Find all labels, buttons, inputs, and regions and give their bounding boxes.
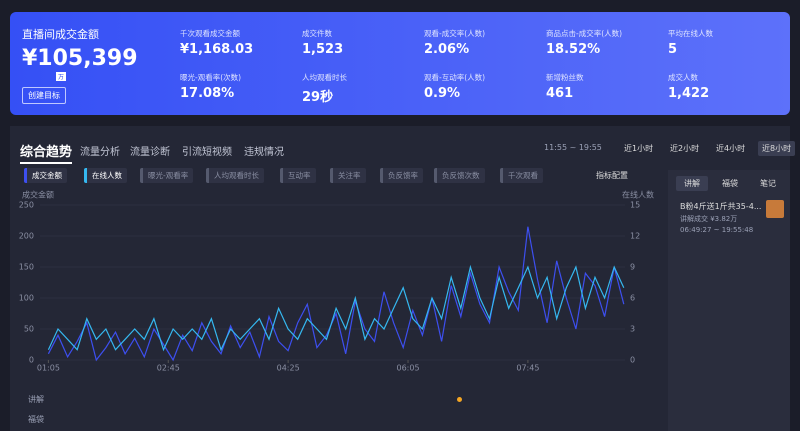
side-tab[interactable]: 讲解 — [676, 176, 708, 191]
metric-value: 18.52% — [546, 42, 601, 57]
y-tick-label: 100 — [19, 294, 34, 303]
metric-label: 观看-成交率(人数) — [424, 29, 486, 38]
item-time: 06:49:27 ~ 19:55:48 — [680, 226, 754, 234]
metric-chip[interactable]: 人均观看时长 — [206, 168, 264, 183]
y2-axis-label: 在线人数 — [622, 190, 654, 200]
tab[interactable]: 流量分析 — [80, 147, 120, 158]
metric-value: 2.06% — [424, 42, 470, 57]
metric-value: ¥1,168.03 — [180, 42, 254, 57]
y2-tick-label: 12 — [630, 232, 640, 241]
x-tick-label: 01:05 — [37, 364, 60, 373]
tab[interactable]: 引流短视频 — [182, 147, 232, 158]
y2-tick-label: 3 — [630, 325, 635, 334]
metric-chip[interactable]: 负反馈次数 — [434, 168, 485, 183]
item-sub: 讲解成交 ¥3.82万 — [680, 215, 738, 223]
metric-label: 新增粉丝数 — [546, 73, 584, 82]
metric-value: 1,523 — [302, 42, 344, 57]
y-tick-label: 250 — [19, 201, 34, 210]
range-button[interactable]: 近2小时 — [670, 144, 700, 153]
side-tab[interactable]: 福袋 — [722, 179, 738, 188]
y-tick-label: 0 — [29, 356, 34, 365]
y-tick-label: 50 — [24, 325, 34, 334]
item-title[interactable]: B粉4斤送1斤共35-4... — [680, 202, 762, 211]
card-title: 直播间成交金额 — [22, 28, 99, 41]
product-thumb — [766, 200, 784, 218]
amount: ¥105,399 — [22, 46, 138, 71]
y2-tick-label: 6 — [630, 294, 635, 303]
metric-value: 17.08% — [180, 86, 235, 101]
metric-label: 平均在线人数 — [668, 29, 713, 38]
metric-chip[interactable]: 负反馈率 — [380, 168, 423, 183]
metric-value: 0.9% — [424, 86, 461, 101]
metric-label: 成交人数 — [668, 73, 698, 82]
range-button[interactable]: 近1小时 — [624, 144, 654, 153]
tab[interactable]: 流量诊断 — [130, 147, 170, 158]
metric-label: 商品点击-成交率(人数) — [546, 29, 623, 38]
series-line — [47, 264, 625, 352]
y2-tick-label: 0 — [630, 356, 635, 365]
metric-value: 29秒 — [302, 90, 334, 105]
metric-label: 成交件数 — [302, 29, 332, 38]
y-tick-label: 150 — [19, 263, 34, 272]
side-tab[interactable]: 笔记 — [760, 179, 776, 188]
timeline-row: 讲解 — [28, 395, 44, 404]
range-button[interactable]: 近8小时 — [758, 141, 796, 156]
y-tick-label: 200 — [19, 232, 34, 241]
tab[interactable]: 违规情况 — [244, 147, 284, 158]
metric-chip[interactable]: 关注率 — [330, 168, 366, 183]
unit: 万 — [56, 72, 67, 81]
metric-chip[interactable]: 成交金额 — [24, 168, 67, 183]
metric-value: 5 — [668, 42, 678, 57]
x-tick-label: 06:05 — [396, 364, 419, 373]
metric-chip[interactable]: 千次观看 — [500, 168, 543, 183]
metric-value: 461 — [546, 86, 574, 101]
metric-value: 1,422 — [668, 86, 710, 101]
x-tick-label: 04:25 — [277, 364, 300, 373]
config-button[interactable]: 指标配置 — [596, 171, 628, 180]
metric-label: 千次观看成交金额 — [180, 29, 240, 38]
metric-label: 曝光-观看率(次数) — [180, 73, 242, 82]
x-tick-label: 02:45 — [157, 364, 180, 373]
timeline-row: 福袋 — [28, 415, 44, 424]
summary-card — [10, 12, 790, 115]
event-dot — [457, 397, 462, 402]
range-button[interactable]: 近4小时 — [716, 144, 746, 153]
metric-chip[interactable]: 互动率 — [280, 168, 316, 183]
y2-tick-label: 9 — [630, 263, 635, 272]
y-axis-label: 成交金额 — [22, 190, 54, 200]
series-line — [47, 226, 625, 362]
metric-label: 观看-互动率(人数) — [424, 73, 486, 82]
x-tick-label: 07:45 — [516, 364, 539, 373]
tab[interactable]: 综合趋势 — [20, 141, 73, 164]
metric-label: 人均观看时长 — [302, 73, 347, 82]
create-goal-button[interactable]: 创建目标 — [22, 87, 66, 104]
metric-chip[interactable]: 在线人数 — [84, 168, 127, 183]
y2-tick-label: 15 — [630, 201, 640, 210]
metric-chip[interactable]: 曝光-观看率 — [140, 168, 194, 183]
time-range: 11:55 ~ 19:55 — [544, 143, 602, 152]
